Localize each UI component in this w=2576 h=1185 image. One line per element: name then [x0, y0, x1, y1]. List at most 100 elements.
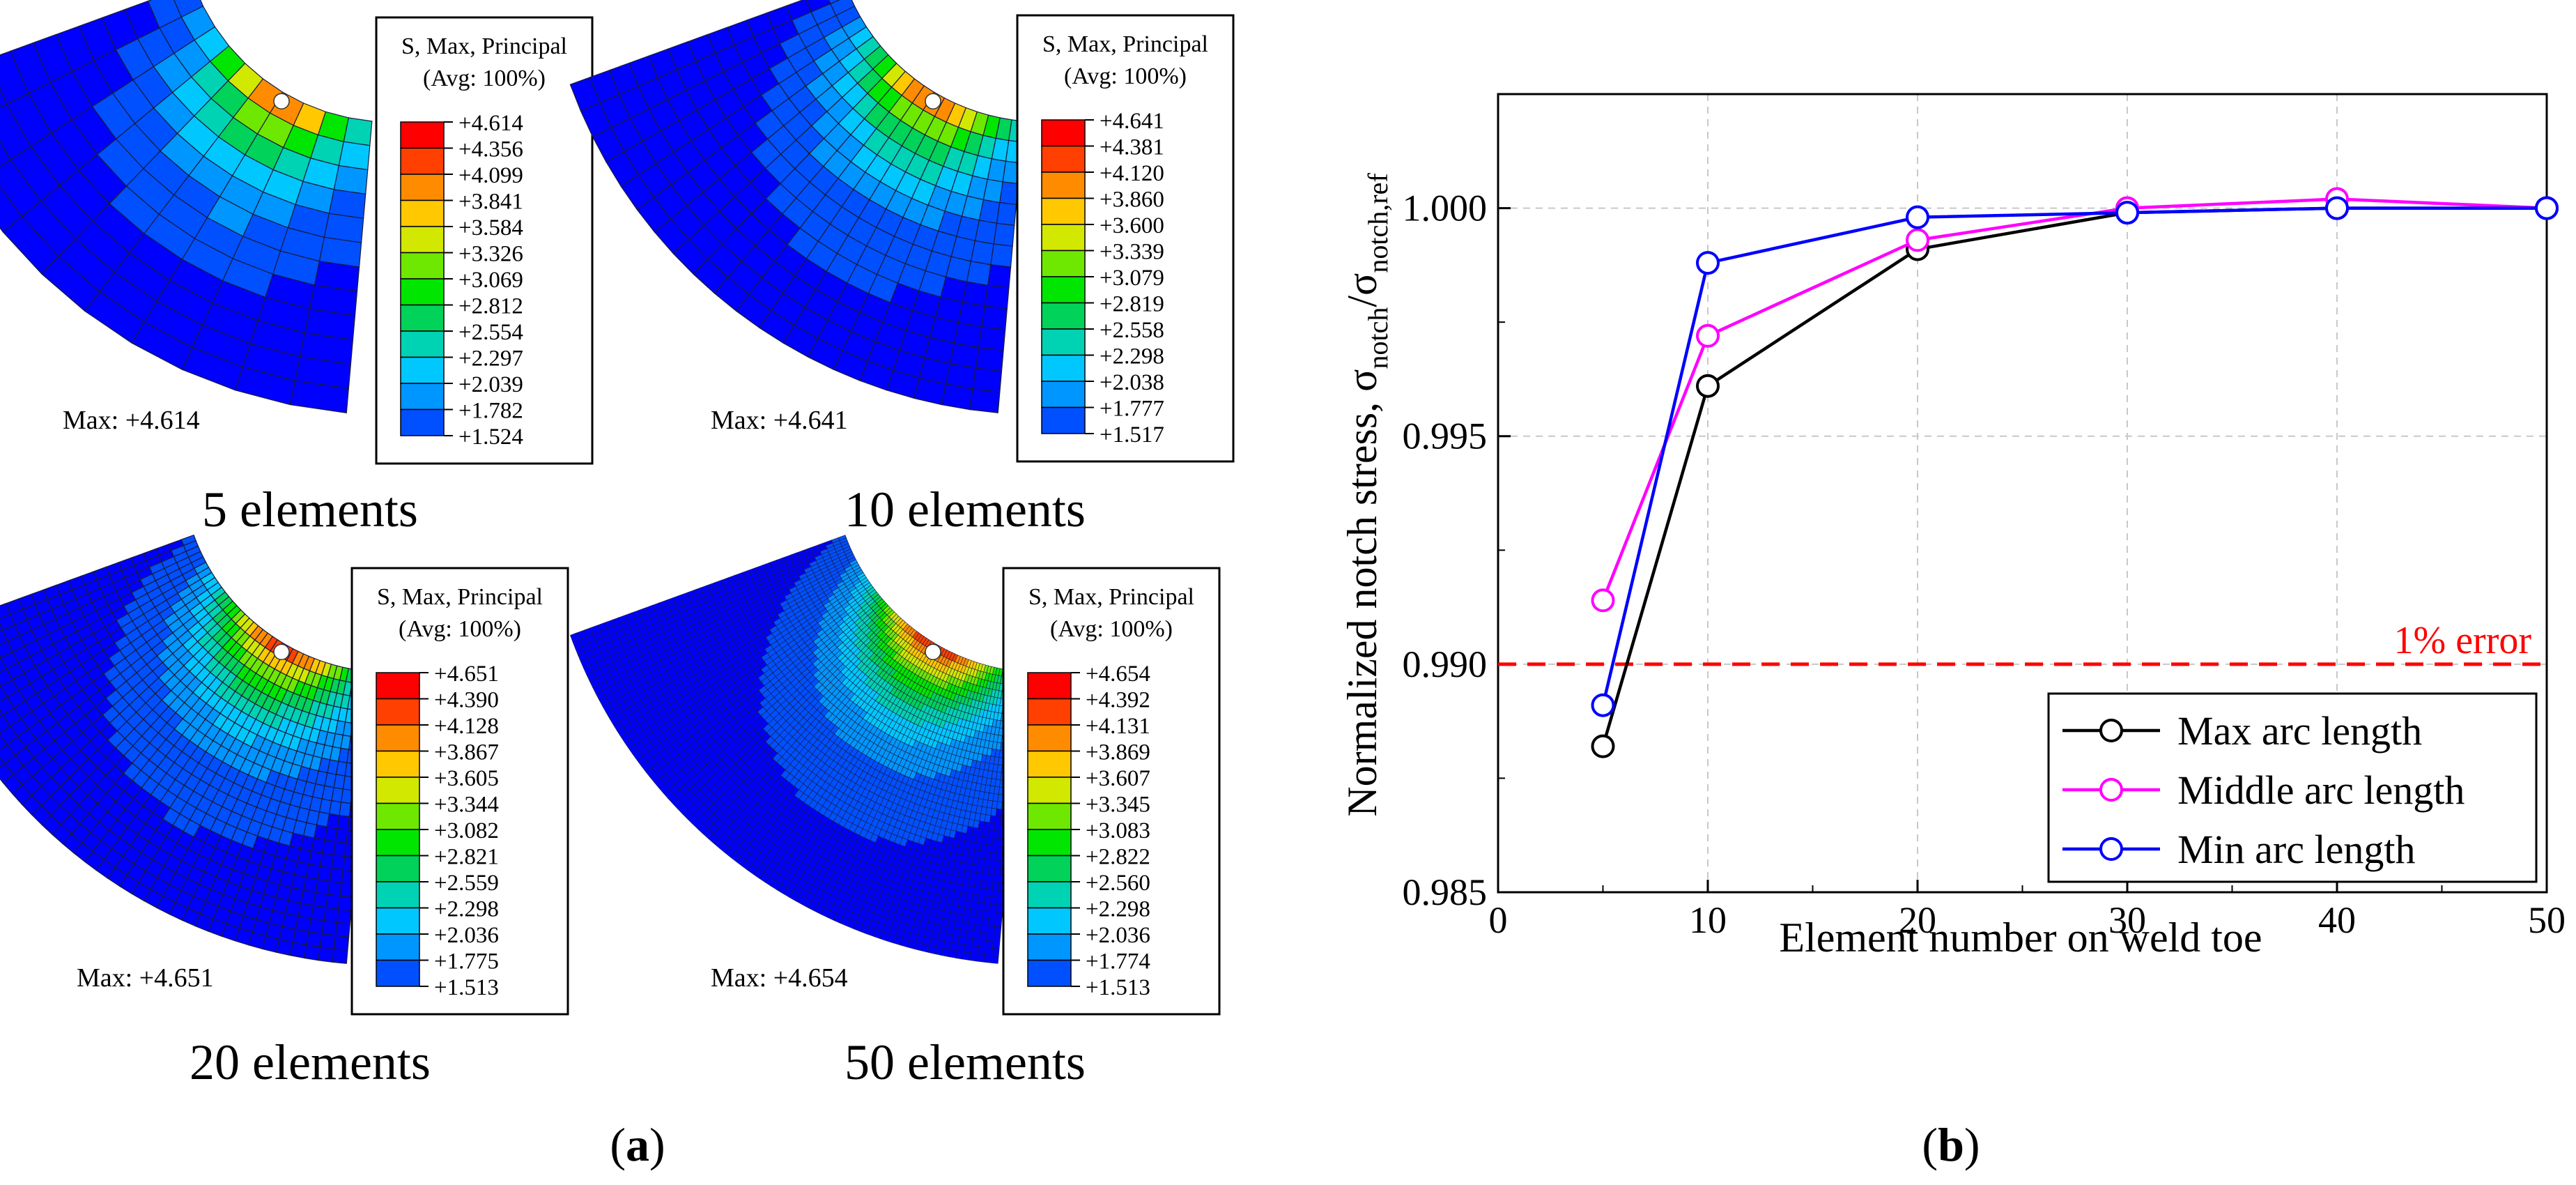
mesh-element — [963, 944, 973, 954]
mesh-element — [984, 895, 992, 905]
legend-color-band — [400, 121, 445, 149]
legend-color-band — [400, 147, 445, 175]
mesh-element — [993, 222, 1015, 247]
mesh-element — [985, 940, 994, 949]
mesh-element — [0, 87, 8, 108]
y-tick-label: 1.000 — [1403, 188, 1488, 229]
legend-color-band — [376, 933, 420, 961]
panel-a-caption: (a) — [610, 1118, 665, 1171]
max-value-label: Max: +4.651 — [77, 963, 214, 993]
mesh-element — [984, 284, 1010, 309]
legend-color-band — [400, 199, 445, 227]
legend-color-band — [376, 881, 420, 909]
mesh-element — [338, 895, 353, 911]
mesh-element — [987, 264, 1012, 289]
legend-color-band — [376, 907, 420, 935]
legend-label: Min arc length — [2177, 827, 2415, 872]
mesh-element — [0, 185, 23, 233]
legend-level: +4.356 — [458, 137, 523, 162]
legend-color-band — [1041, 328, 1086, 356]
mesh-element — [323, 907, 339, 923]
stress-legend-10-elements: S, Max, Principal(Avg: 100%)+4.641+4.381… — [1016, 14, 1235, 463]
legend-level: +1.775 — [434, 949, 499, 974]
mesh-element — [325, 894, 341, 910]
mesh-element — [994, 919, 1003, 928]
legend-color-band — [376, 777, 420, 804]
legend-color-band — [400, 408, 445, 436]
data-point — [1696, 374, 1720, 398]
mesh-element — [978, 326, 1006, 351]
data-point — [1591, 588, 1615, 613]
legend-level: +2.560 — [1086, 871, 1150, 896]
mesh-label-20-elements: 20 elements — [190, 1034, 431, 1090]
mesh-element — [0, 613, 16, 631]
mesh-element — [319, 933, 337, 949]
legend-color-band — [1041, 224, 1086, 252]
mesh-element — [970, 945, 979, 954]
legend-color-band — [1041, 276, 1086, 304]
max-stress-marker — [925, 643, 941, 660]
legend-level: +2.298 — [434, 897, 499, 922]
mesh-element — [303, 944, 321, 961]
data-point — [2115, 201, 2139, 225]
mesh-element — [973, 924, 982, 933]
legend-level: +2.039 — [458, 372, 523, 397]
legend-level: +3.841 — [458, 190, 523, 215]
mesh-element — [974, 916, 983, 926]
mesh-element — [996, 904, 1003, 913]
contour-plot-20-elements: S, Max, Principal(Avg: 100%)+4.651+4.390… — [0, 534, 569, 1016]
mesh-element — [0, 725, 19, 746]
data-point — [1696, 251, 1720, 275]
mesh-element — [984, 947, 993, 956]
legend-level: +2.298 — [1086, 897, 1150, 922]
mesh-element — [990, 955, 999, 964]
mesh-element — [969, 952, 978, 962]
mesh-element — [336, 908, 352, 924]
legend-level: +4.128 — [434, 714, 499, 739]
legend-level: +3.083 — [1086, 818, 1150, 843]
x-axis-label: Element number on weld toe — [1779, 915, 2262, 961]
legend-color-band — [400, 174, 445, 201]
legend-level: +3.344 — [434, 793, 499, 818]
legend-color-band — [376, 672, 420, 700]
legend-color-band — [400, 226, 445, 254]
mesh-element — [978, 939, 987, 948]
legend-color-band — [1041, 406, 1086, 434]
mesh-element — [0, 733, 8, 751]
mesh-element — [332, 948, 348, 964]
mesh-element — [990, 243, 1013, 268]
max-stress-marker — [273, 643, 290, 660]
mesh-element — [0, 668, 13, 687]
legend-color-band — [1027, 959, 1072, 987]
legend-label: Middle arc length — [2177, 767, 2465, 813]
stress-legend-20-elements: S, Max, Principal(Avg: 100%)+4.651+4.390… — [350, 567, 569, 1016]
legend-color-band — [400, 304, 445, 332]
mesh-element — [0, 159, 42, 217]
legend-color-band — [376, 959, 420, 987]
mesh-element — [988, 910, 996, 919]
mesh-element — [0, 763, 14, 783]
mesh-element — [992, 933, 1001, 942]
legend-level: +2.297 — [458, 346, 523, 372]
legend-subtitle: (Avg: 100%) — [399, 616, 521, 642]
mesh-element — [982, 903, 991, 912]
mesh-element — [990, 896, 998, 905]
legend-level: +1.513 — [1086, 975, 1150, 1000]
mesh-element — [992, 874, 1001, 883]
legend-color-band — [376, 724, 420, 752]
y-tick-label: 0.995 — [1403, 415, 1488, 457]
legend-level: +1.774 — [1086, 949, 1150, 974]
mesh-element — [996, 845, 1003, 854]
y-tick-label: 0.985 — [1403, 871, 1488, 913]
mesh-element — [941, 383, 973, 411]
legend-color-band — [1041, 302, 1086, 330]
legend-level: +3.079 — [1100, 266, 1164, 291]
legend-title: S, Max, Principal — [401, 33, 567, 59]
legend-color-band — [1041, 197, 1086, 225]
mesh-element — [0, 685, 8, 703]
max-value-label: Max: +4.614 — [63, 406, 200, 435]
series-middle-arc-length — [1591, 187, 2559, 613]
